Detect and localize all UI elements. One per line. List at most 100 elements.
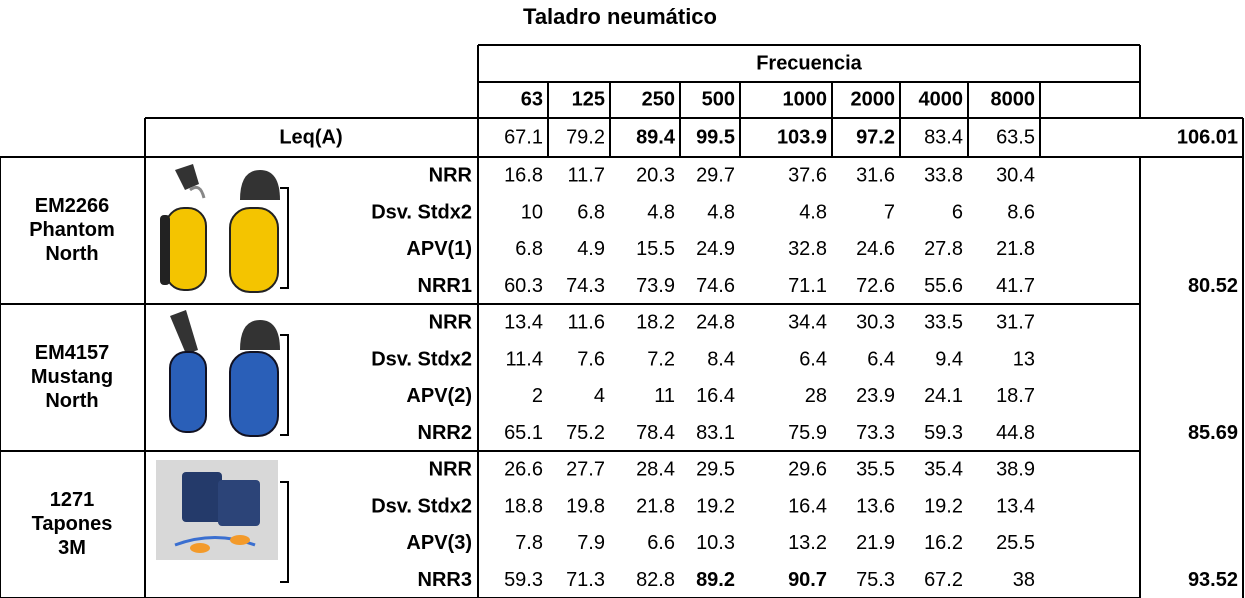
- frequency: 2000: [851, 88, 896, 110]
- leq-value: 103.9: [777, 126, 827, 148]
- protector-name: North: [45, 390, 98, 412]
- cell-value: 23.9: [856, 385, 895, 407]
- cell-value: 75.3: [856, 569, 895, 591]
- row-label: NRR: [429, 312, 473, 334]
- leq-value: 99.5: [696, 126, 735, 148]
- cell-value: 26.6: [504, 459, 543, 481]
- cell-value: 7.2: [647, 348, 675, 370]
- cell-value: 24.6: [856, 238, 895, 260]
- cell-value: 6: [952, 201, 963, 223]
- row-label: NRR3: [418, 569, 472, 591]
- cell-value: 25.5: [996, 532, 1035, 554]
- cell-value: 29.7: [696, 165, 735, 187]
- cell-value: 13.6: [856, 495, 895, 517]
- leq-value: 79.2: [566, 126, 605, 148]
- cell-value: 29.6: [788, 459, 827, 481]
- leq-value: 67.1: [504, 126, 543, 148]
- cell-value: 6.8: [515, 238, 543, 260]
- cell-value: 16.2: [924, 532, 963, 554]
- cell-value: 9.4: [935, 348, 963, 370]
- cell-value: 33.8: [924, 165, 963, 187]
- cell-value: 19.2: [924, 495, 963, 517]
- frequency: 63: [521, 88, 543, 110]
- cell-value: 11.7: [568, 165, 605, 187]
- cell-value: 16.4: [696, 385, 735, 407]
- cell-value: 6.8: [577, 201, 605, 223]
- cell-value: 65.1: [504, 422, 543, 444]
- row-label: Dsv. Stdx2: [371, 348, 472, 370]
- row-label: NRR: [429, 165, 473, 187]
- cell-value: 4: [594, 385, 605, 407]
- cell-value: 15.5: [636, 238, 675, 260]
- cell-value: 71.1: [788, 275, 827, 297]
- earplugs-box: [156, 460, 278, 560]
- cell-value: 21.9: [856, 532, 895, 554]
- cell-value: 18.8: [504, 495, 543, 517]
- cell-value: 67.2: [924, 569, 963, 591]
- cell-value: 82.8: [636, 569, 675, 591]
- cell-value: 10.3: [696, 532, 735, 554]
- protector-name: Tapones: [32, 513, 113, 535]
- leq-value: 97.2: [856, 126, 895, 148]
- leq-value: 83.4: [924, 126, 963, 148]
- cell-value: 8.4: [707, 348, 735, 370]
- cell-value: 75.2: [566, 422, 605, 444]
- cell-value: 10: [521, 201, 543, 223]
- cell-value: 19.8: [566, 495, 605, 517]
- protector-name: EM4157: [35, 342, 110, 364]
- cell-value: 24.9: [696, 238, 735, 260]
- cell-value: 6.4: [799, 348, 827, 370]
- cell-value: 6.6: [647, 532, 675, 554]
- cell-value: 4.8: [707, 201, 735, 223]
- row-label: NRR2: [418, 422, 472, 444]
- cell-value: 21.8: [996, 238, 1035, 260]
- protector-name: 3M: [58, 537, 86, 559]
- protector-name: EM2266: [35, 195, 110, 217]
- cell-value: 24.8: [696, 312, 735, 334]
- cell-value: 4.8: [799, 201, 827, 223]
- protector-total: 80.52: [1188, 275, 1238, 297]
- leq-label: Leq(A): [279, 126, 342, 148]
- cell-value: 16.8: [504, 165, 543, 187]
- cell-value: 7.8: [515, 532, 543, 554]
- cell-value: 4.9: [577, 238, 605, 260]
- cell-value: 7: [884, 201, 895, 223]
- cell-value: 33.5: [924, 312, 963, 334]
- cell-value: 60.3: [504, 275, 543, 297]
- cell-value: 13.2: [788, 532, 827, 554]
- frequency: 125: [572, 88, 605, 110]
- cell-value: 13: [1013, 348, 1035, 370]
- cell-value: 89.2: [696, 569, 735, 591]
- row-label: Dsv. Stdx2: [371, 201, 472, 223]
- frequency: 8000: [991, 88, 1036, 110]
- cell-value: 20.3: [636, 165, 675, 187]
- cell-value: 6.4: [867, 348, 895, 370]
- cell-value: 55.6: [924, 275, 963, 297]
- cell-value: 38: [1013, 569, 1035, 591]
- row-label: NRR1: [418, 275, 472, 297]
- cell-value: 8.6: [1007, 201, 1035, 223]
- cell-value: 59.3: [504, 569, 543, 591]
- brackets: [280, 187, 289, 583]
- protector-name: Phantom: [29, 219, 115, 241]
- cell-value: 18.2: [636, 312, 675, 334]
- cell-value: 83.1: [696, 422, 735, 444]
- leq-value: 63.5: [996, 126, 1035, 148]
- protector-total: 85.69: [1188, 422, 1238, 444]
- cell-value: 11: [654, 385, 675, 407]
- yellow-earmuffs: [160, 164, 280, 293]
- cell-value: 13.4: [504, 312, 543, 334]
- protector-name: 1271: [50, 489, 95, 511]
- cell-value: 30.4: [996, 165, 1035, 187]
- cell-value: 73.9: [636, 275, 675, 297]
- cell-value: 35.5: [856, 459, 895, 481]
- cell-value: 30.3: [856, 312, 895, 334]
- cell-value: 31.6: [856, 165, 895, 187]
- cell-value: 74.6: [696, 275, 735, 297]
- cell-value: 18.7: [996, 385, 1035, 407]
- cell-value: 27.8: [924, 238, 963, 260]
- row-label: APV(1): [406, 238, 472, 260]
- cell-value: 59.3: [924, 422, 963, 444]
- cell-value: 2: [532, 385, 543, 407]
